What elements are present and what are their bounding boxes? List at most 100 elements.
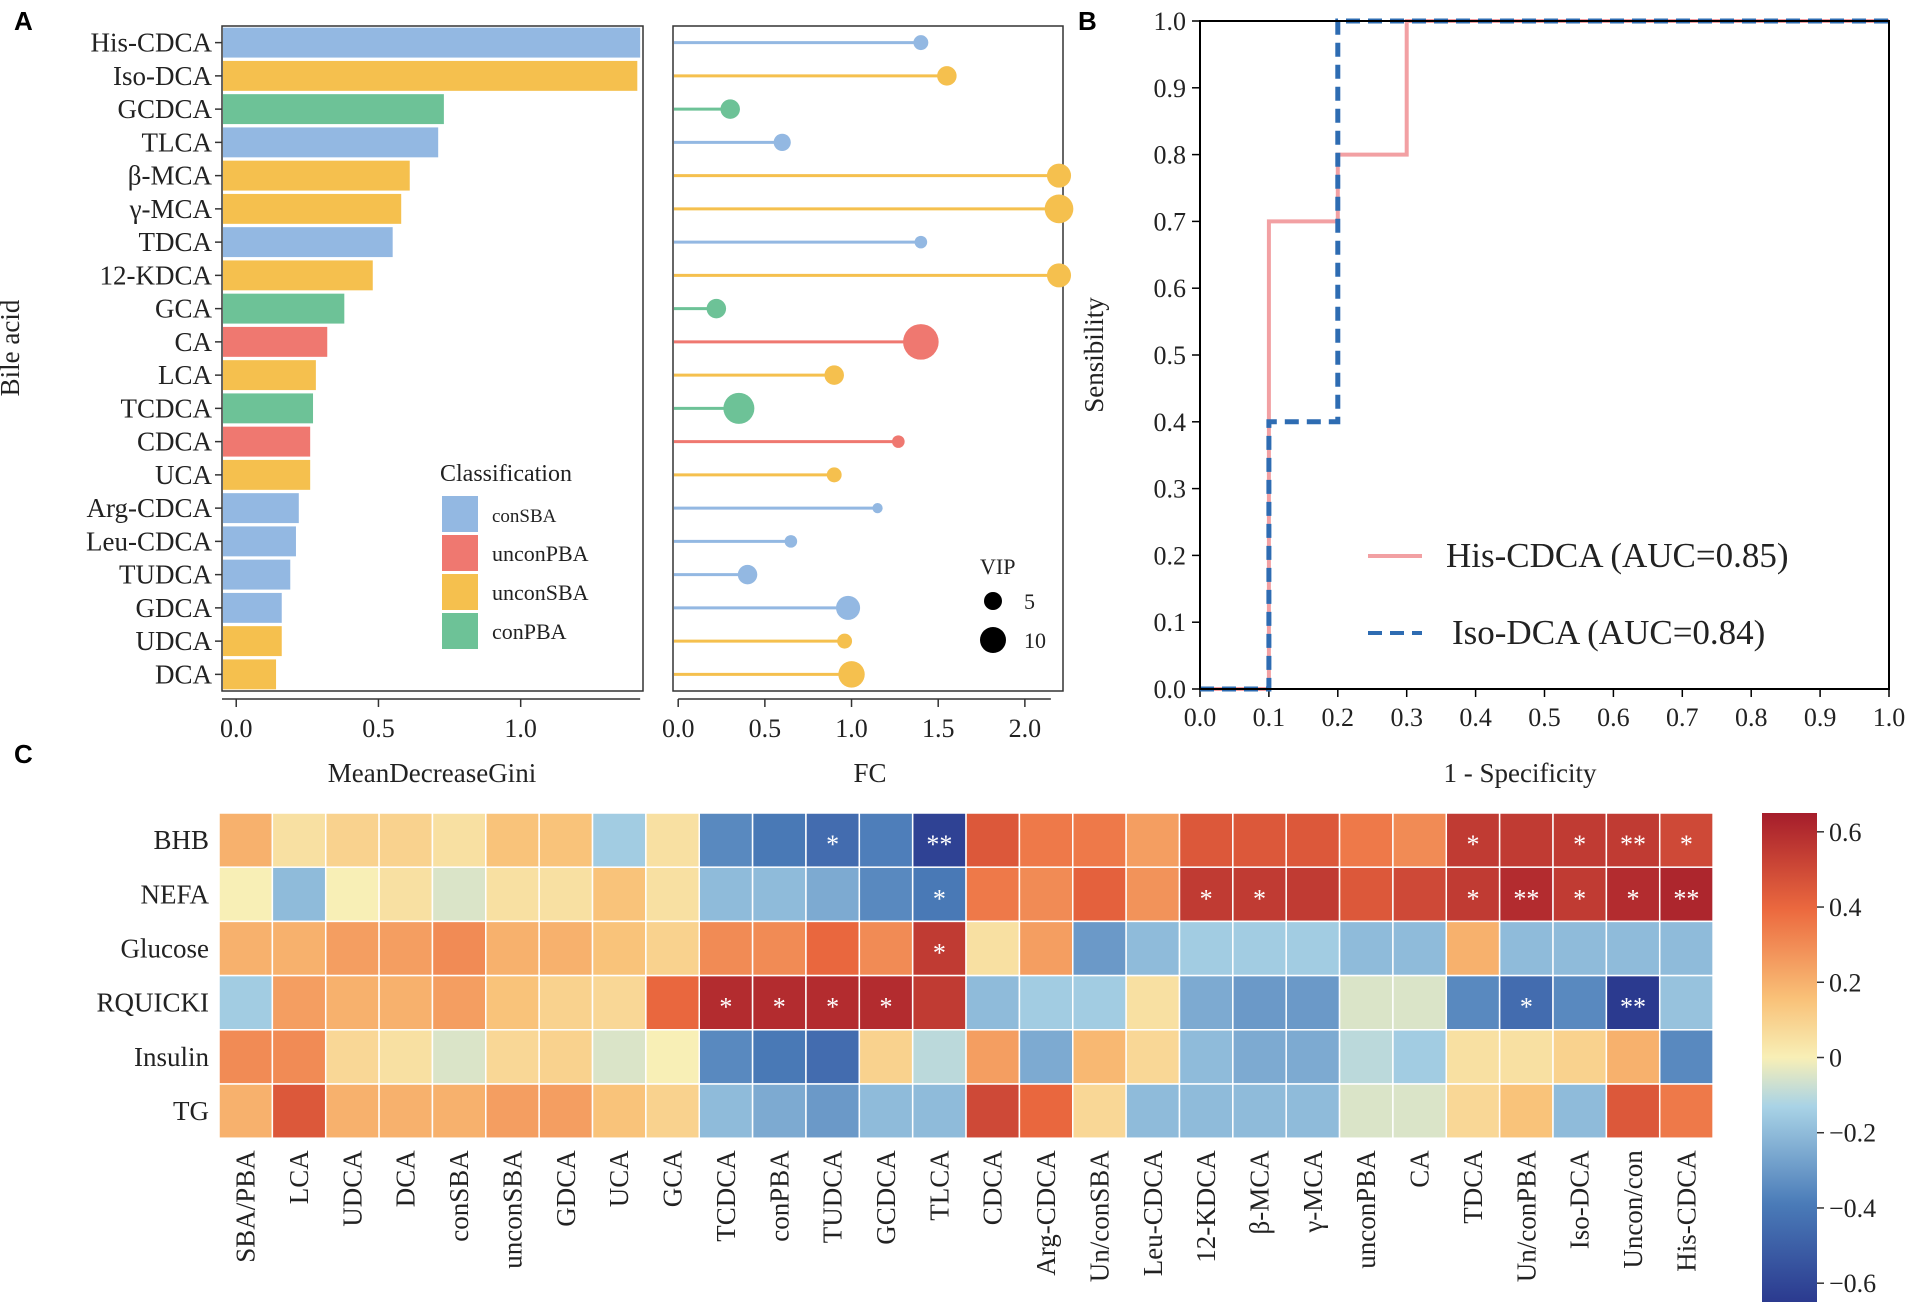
heatmap-cell-glucose--mca xyxy=(1232,920,1287,977)
legend-swatch-unconSBA xyxy=(442,574,478,610)
heatmap-cell-tg-arg-cdca xyxy=(1018,1083,1074,1139)
gini-bar-12-kdca xyxy=(223,260,373,291)
heatmap-cell-glucose-his-cdca xyxy=(1658,920,1714,977)
heatmap-cell-bhb-tcdca xyxy=(698,812,754,868)
gini-bar--mca xyxy=(223,160,410,191)
colorbar-tick-label: −0.6 xyxy=(1829,1269,1876,1298)
heatmap-cell-glucose-unconpba xyxy=(1338,920,1394,977)
fc-point-12-kdca xyxy=(1046,263,1072,288)
heatmap-cell-bhb-conpba xyxy=(751,812,807,868)
heatmap-cell-insulin--mca xyxy=(1232,1029,1287,1085)
heatmap-cell-insulin-his-cdca xyxy=(1658,1029,1714,1085)
heatmap-significance-mark: ** xyxy=(1513,884,1539,913)
heatmap-cell-nefa-unconsba xyxy=(485,866,540,923)
heatmap-cell-nefa-conpba xyxy=(751,866,807,923)
gini-xtick-label: 0.0 xyxy=(220,714,253,743)
colorbar-tick-label: 0.4 xyxy=(1829,893,1862,922)
heatmap-cell-rquicki-unconsba xyxy=(485,974,540,1031)
heatmap-col-label: CA xyxy=(1405,1150,1435,1188)
heatmap-col-label: LCA xyxy=(284,1150,314,1205)
heatmap-cell-bhb-cdca xyxy=(965,812,1021,868)
heatmap-significance-mark: * xyxy=(719,993,732,1022)
fc-xtick-label: 2.0 xyxy=(1009,714,1042,743)
heatmap-cell-glucose-tlca xyxy=(911,920,967,977)
gini-ytick-label: Leu-CDCA xyxy=(86,526,212,556)
heatmap-cell-bhb-unconsba xyxy=(485,812,540,868)
roc-xtick-label: 0.4 xyxy=(1459,703,1492,732)
gini-bar-tlca xyxy=(223,127,439,158)
gini-ytick-label: LCA xyxy=(158,360,213,390)
heatmap-cell-bhb-dca xyxy=(378,812,434,868)
heatmap-cell-rquicki-un-consba xyxy=(1072,974,1127,1031)
gini-bar-tcdca xyxy=(223,393,314,424)
gini-bar-lca xyxy=(223,360,316,391)
legend-swatch-conPBA xyxy=(442,613,478,649)
panel-label-b: B xyxy=(1078,6,1097,36)
heatmap-cell-glucose-sba-pba xyxy=(218,920,274,977)
heatmap-col-label: conSBA xyxy=(444,1150,474,1242)
heatmap-cell-glucose-gca xyxy=(645,920,700,977)
gini-bar-gcdca xyxy=(223,94,444,125)
heatmap-cell-glucose-tcdca xyxy=(698,920,754,977)
heatmap-cell-tg-consba xyxy=(431,1083,487,1139)
heatmap-cell-tg-tlca xyxy=(911,1083,967,1139)
heatmap-cell-rquicki-udca xyxy=(324,974,380,1031)
heatmap-col-label: TLCA xyxy=(924,1150,954,1221)
heatmap-row-label: Insulin xyxy=(134,1042,210,1072)
heatmap-significance-mark: * xyxy=(1573,884,1586,913)
fc-point-his-cdca xyxy=(913,35,929,51)
heatmap-cell-insulin-uncon-con xyxy=(1605,1029,1661,1085)
heatmap-col-label: β-MCA xyxy=(1245,1150,1275,1235)
heatmap-col-label: Leu-CDCA xyxy=(1138,1150,1168,1276)
heatmap-cell-rquicki-gdca xyxy=(538,974,594,1031)
heatmap-cell-rquicki-tlca xyxy=(911,974,967,1031)
gini-ytick-label: CDCA xyxy=(137,427,213,457)
heatmap-col-label: TCDCA xyxy=(711,1150,741,1242)
gini-y-axis-label: Bile acid xyxy=(0,299,25,396)
roc-xtick-label: 0.0 xyxy=(1184,703,1217,732)
heatmap-cell-rquicki-lca xyxy=(271,974,327,1031)
gini-bar-iso-dca xyxy=(223,60,638,91)
heatmap-significance-mark: * xyxy=(933,884,946,913)
heatmap-cell-insulin-lca xyxy=(271,1029,327,1085)
gini-bar-tudca xyxy=(223,559,291,590)
heatmap-cell-tg-leu-cdca xyxy=(1125,1083,1181,1139)
roc-ytick-label: 0.0 xyxy=(1154,675,1187,704)
heatmap-cell-bhb-gdca xyxy=(538,812,594,868)
gini-ytick-label: 12-KDCA xyxy=(100,260,213,290)
heatmap-cell-nefa-unconpba xyxy=(1338,866,1394,923)
panel-label-a: A xyxy=(14,6,33,36)
fc-xtick-label: 1.0 xyxy=(835,714,868,743)
heatmap-cell-insulin-gdca xyxy=(538,1029,594,1085)
heatmap-col-label: GCDCA xyxy=(871,1150,901,1245)
legend-swatch-unconPBA xyxy=(442,535,478,571)
vip-size-legend: VIP 5 10 xyxy=(980,554,1046,653)
heatmap-cell-insulin-leu-cdca xyxy=(1125,1029,1181,1085)
heatmap-cell-bhb-un-consba xyxy=(1072,812,1127,868)
heatmap-cell-tg-iso-dca xyxy=(1552,1083,1608,1139)
heatmap-cell-rquicki-consba xyxy=(431,974,487,1031)
gini-bar-his-cdca xyxy=(223,27,641,58)
heatmap-col-label: TUDCA xyxy=(818,1150,848,1243)
heatmap-cell-bhb-ca xyxy=(1392,812,1448,868)
roc-xtick-label: 0.9 xyxy=(1804,703,1837,732)
heatmap-col-label: unconPBA xyxy=(1351,1150,1381,1269)
heatmap-cell-nefa-leu-cdca xyxy=(1125,866,1181,923)
heatmap-cell-rquicki-his-cdca xyxy=(1658,974,1714,1031)
roc-ytick-label: 0.2 xyxy=(1154,541,1187,570)
heatmap-cell-bhb-arg-cdca xyxy=(1018,812,1074,868)
heatmap-col-label: His-CDCA xyxy=(1671,1150,1701,1272)
gini-bar-udca xyxy=(223,626,282,657)
heatmap-significance-mark: * xyxy=(1573,830,1586,859)
roc-xtick-label: 0.5 xyxy=(1528,703,1561,732)
heatmap-cell-rquicki--mca xyxy=(1285,974,1341,1031)
fc-point-uca xyxy=(826,467,842,483)
heatmap-cell-glucose-ca xyxy=(1392,920,1448,977)
fc-point-gdca xyxy=(836,595,861,620)
gini-bar-uca xyxy=(223,459,311,490)
heatmap-cell-insulin--mca xyxy=(1285,1029,1341,1085)
gini-x-axis-label: MeanDecreaseGini xyxy=(328,758,536,788)
fc-point-ca xyxy=(903,324,939,360)
fc-point-tlca xyxy=(773,133,791,151)
fc-point-cdca xyxy=(892,435,905,448)
